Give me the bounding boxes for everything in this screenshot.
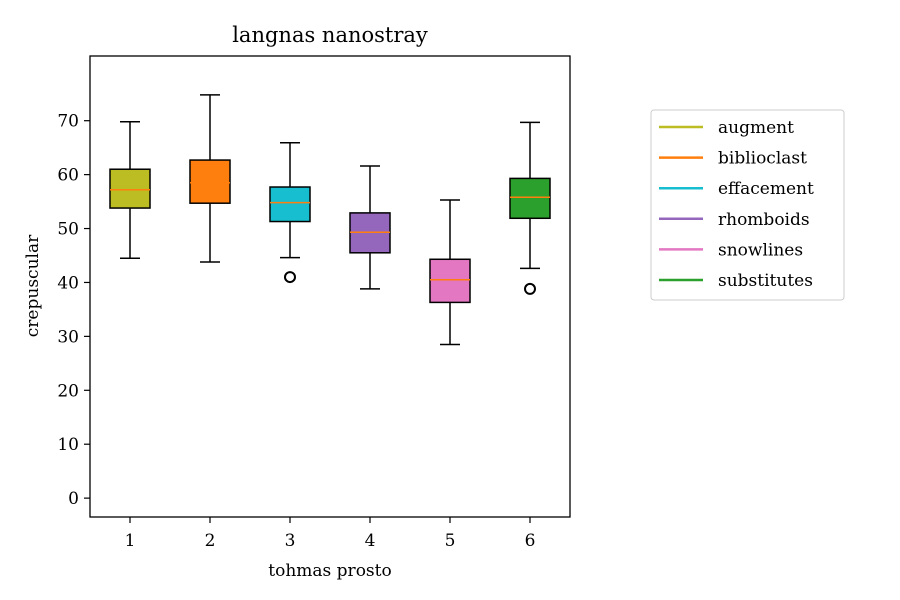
y-tick-label: 10 [57,435,79,455]
legend-items: augment biblioclast effacement rhomboids sno… [659,118,814,291]
plot-area-frame [89,55,571,518]
legend-label: snowlines [718,240,803,260]
legend-item-substitutes: substitutes [659,271,813,291]
y-tick-label: 40 [57,273,79,293]
outlier-point [524,282,536,295]
legend-label: augment [718,118,794,138]
y-tick-label: 30 [57,327,79,347]
box-biblioclast [189,94,231,263]
box-effacement [269,142,311,284]
box-body [109,168,151,209]
x-tick-label: 1 [125,531,136,551]
outlier-point [284,271,296,284]
x-axis: 1 2 3 4 5 6 [125,517,536,551]
legend-item-effacement: effacement [659,179,814,199]
legend-item-biblioclast: biblioclast [659,149,807,169]
y-tick-label: 20 [57,381,79,401]
y-axis-label: crepuscular [23,234,43,337]
legend-item-augment: augment [659,118,794,138]
x-tick-label: 6 [525,531,536,551]
box-body [189,159,231,204]
box-body [429,258,471,304]
box-augment [109,121,151,259]
legend-item-rhomboids: rhomboids [659,210,810,230]
x-tick-label: 4 [365,531,376,551]
chart-title: langnas nanostray [232,23,428,47]
box-body [269,186,311,223]
legend-label: substitutes [718,271,813,291]
legend-label: effacement [718,179,814,199]
legend-label: biblioclast [718,149,807,169]
box-body [509,177,551,220]
legend-label: rhomboids [718,210,810,230]
box-snowlines [429,199,471,346]
y-tick-label: 0 [68,489,79,509]
x-tick-label: 2 [205,531,216,551]
box-rhomboids [349,165,391,290]
x-axis-label: tohmas prosto [268,561,391,581]
y-axis: 0 10 20 30 40 50 60 70 [57,112,90,509]
legend: augment biblioclast effacement rhomboids sno… [650,109,845,301]
x-tick-label: 3 [285,531,296,551]
y-tick-label: 60 [57,166,79,186]
y-tick-label: 50 [57,220,79,240]
legend-item-snowlines: snowlines [659,240,803,260]
boxes-group [109,94,551,346]
x-tick-label: 5 [445,531,456,551]
box-substitutes [509,121,551,295]
y-tick-label: 70 [57,112,79,132]
